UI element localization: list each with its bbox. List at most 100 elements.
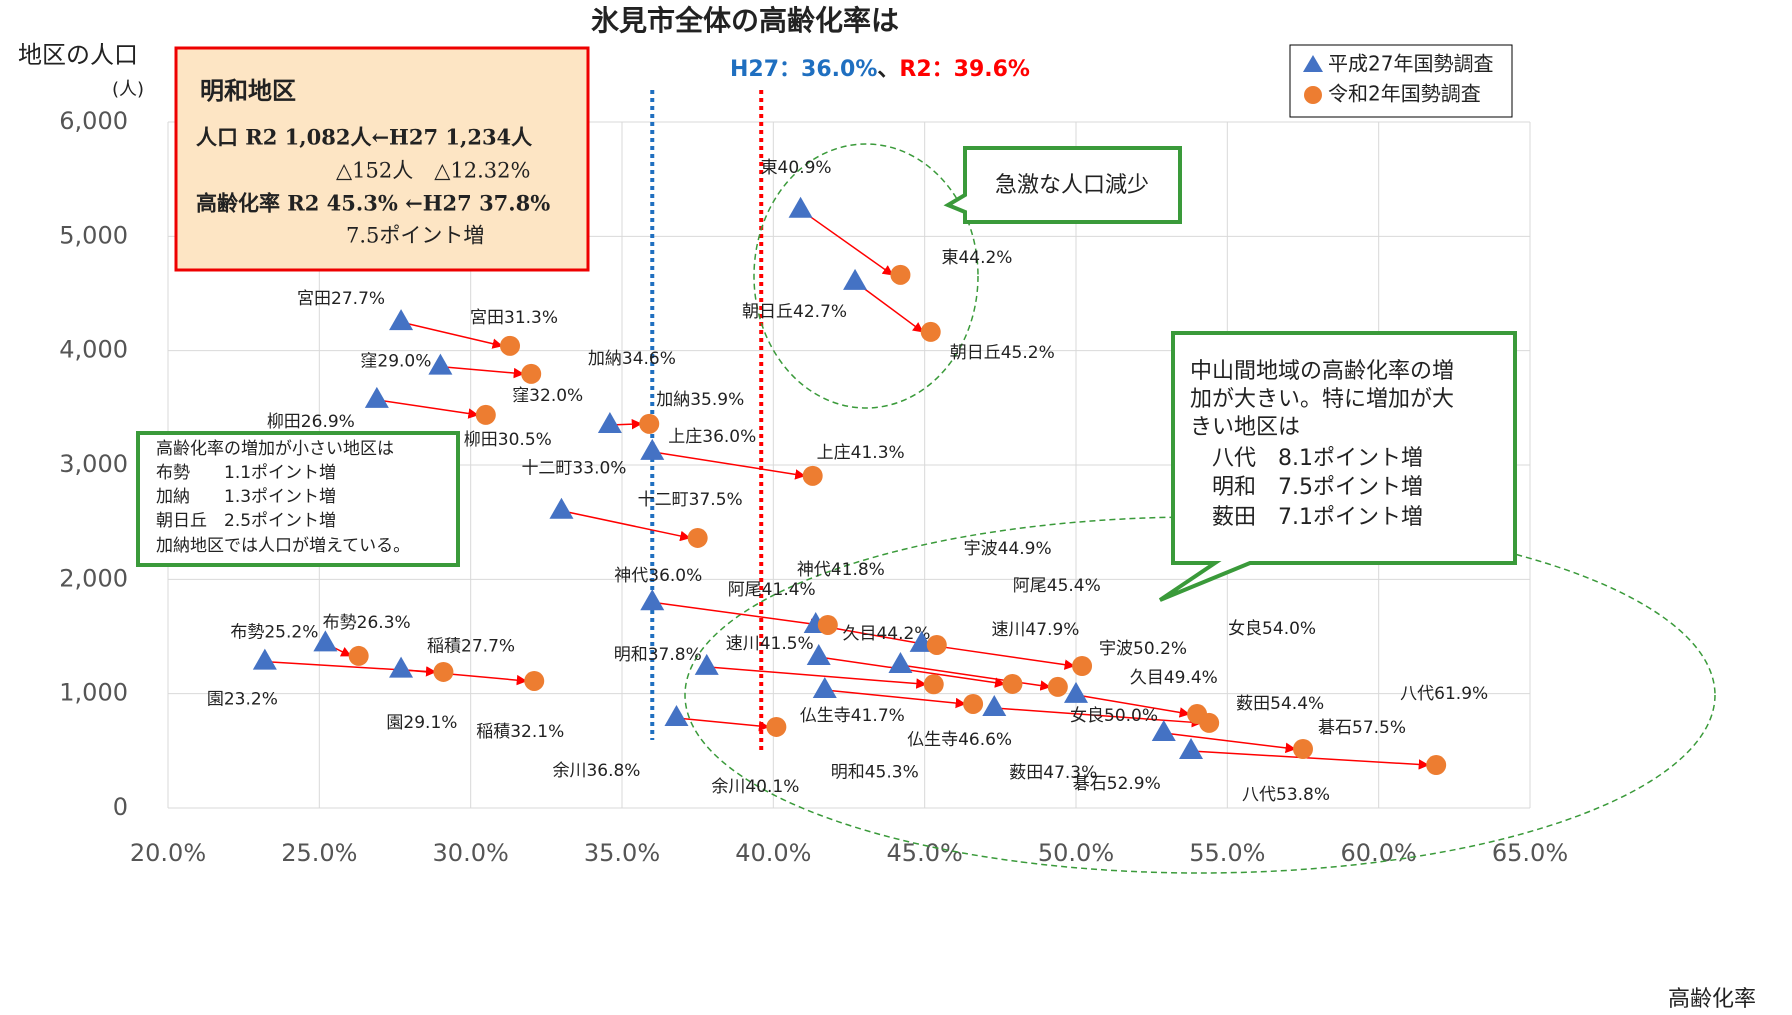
triangle-point: [788, 196, 813, 218]
box-text: きい地区は: [1190, 415, 1300, 440]
triangle-point: [888, 651, 913, 673]
data-label: 久目49.4%: [1130, 668, 1218, 688]
change-arrow: [900, 664, 1051, 691]
box-text: 薮田 7.1ポイント増: [1190, 505, 1423, 530]
change-arrow: [1163, 732, 1297, 754]
box-text: 急激な人口減少: [995, 173, 1149, 198]
data-label: 久目44.2%: [842, 624, 930, 644]
triangle-point: [694, 653, 719, 675]
change-arrow: [652, 451, 806, 480]
legend-box: [1289, 44, 1513, 118]
change-arrow: [921, 643, 1076, 670]
data-label: 八代61.9%: [1400, 684, 1488, 704]
circle-point: [348, 645, 369, 666]
data-label: 稲積27.7%: [427, 637, 515, 657]
y-axis-unit: (人): [112, 79, 144, 100]
change-arrow: [440, 365, 525, 379]
circle-point: [433, 661, 454, 682]
data-label: 速川47.9%: [991, 620, 1079, 640]
x-tick-label: 30.0%: [433, 839, 509, 867]
legend: 平成27年国勢調査 令和2年国勢調査: [1289, 44, 1513, 118]
change-arrow: [376, 399, 479, 419]
data-label: 加納34.6%: [588, 349, 676, 369]
data-label: 神代41.8%: [797, 560, 885, 580]
box-text: 布勢 1.1ポイント増: [156, 463, 336, 483]
data-label: 上庄36.0%: [668, 427, 756, 447]
x-tick-label: 60.0%: [1341, 839, 1417, 867]
ellipse: [753, 143, 979, 409]
change-arrow: [994, 707, 1203, 728]
box-text: 朝日丘 2.5ポイント増: [156, 511, 336, 531]
box-text: 7.5ポイント増: [346, 224, 484, 248]
y-tick-label: 4,000: [59, 336, 128, 364]
circle-point: [923, 674, 944, 695]
triangle-point: [389, 656, 414, 678]
circle-point: [1293, 739, 1313, 760]
x-tick-label: 50.0%: [1038, 839, 1114, 867]
box-text: △152人 △12.32%: [336, 159, 530, 183]
callout: [1158, 331, 1517, 602]
triangle-point: [252, 648, 277, 670]
box-title: 明和地区: [200, 77, 296, 105]
triangle-point: [389, 309, 414, 331]
data-label: 柳田26.9%: [267, 412, 355, 432]
circle-point: [1072, 655, 1093, 676]
triangle-point: [664, 705, 689, 727]
data-label: 宮田27.7%: [297, 289, 385, 309]
data-label: 明和37.8%: [614, 645, 702, 665]
data-label: 神代36.0%: [614, 566, 702, 586]
circle-point: [963, 693, 984, 714]
box-text: 八代 8.1ポイント増: [1190, 446, 1423, 471]
data-label: 東44.2%: [941, 248, 1012, 268]
data-label: 朝日丘45.2%: [950, 343, 1055, 363]
change-arrow: [818, 656, 1006, 688]
circle-point: [802, 465, 823, 486]
y-axis-label: 地区の人口: [18, 41, 138, 69]
y-tick-label: 1,000: [59, 679, 128, 707]
change-arrow: [800, 209, 894, 276]
change-arrow: [854, 281, 924, 333]
large-box: 中山間地域の高齢化率の増 加が大きい。特に増加が大 きい地区は 八代 8.1ポイ…: [1158, 331, 1517, 602]
triangle-point: [1179, 737, 1204, 759]
change-arrow: [400, 668, 528, 686]
triangle-point: [843, 268, 868, 290]
x-tick-label: 40.0%: [735, 839, 811, 867]
legend-marker: [1304, 86, 1322, 104]
legend-marker: [1303, 55, 1323, 72]
data-label: 宇波50.2%: [1099, 639, 1187, 659]
circle-point: [639, 413, 660, 434]
circle-point: [1199, 712, 1220, 733]
y-tick-label: 6,000: [59, 107, 128, 135]
circle-point: [500, 335, 521, 356]
change-arrow: [652, 601, 821, 629]
data-label: 園29.1%: [386, 713, 457, 733]
change-arrow: [706, 666, 927, 689]
data-label: 朝日丘42.7%: [742, 302, 847, 322]
data-label: 布勢25.2%: [230, 622, 318, 642]
meiwa-box: 明和地区 人口 R2 1,082人←H27 1,234人 △152人 △12.3…: [174, 46, 590, 272]
circle-point: [521, 363, 542, 384]
ref-label: R2：39.6%: [899, 57, 1030, 82]
circle-point: [766, 716, 787, 737]
x-tick-label: 25.0%: [281, 839, 357, 867]
data-label: 仏生寺41.7%: [800, 706, 905, 726]
data-label: 女良54.0%: [1228, 619, 1316, 639]
data-label: 余川36.8%: [552, 761, 640, 781]
triangle-point: [428, 353, 453, 375]
box-text: 高齢化率 R2 45.3% ←H27 37.8%: [196, 191, 550, 216]
circle-point: [475, 404, 496, 425]
change-arrow: [1190, 750, 1430, 770]
separator: 、: [877, 57, 899, 82]
x-tick-label: 45.0%: [887, 839, 963, 867]
data-label: 阿尾45.4%: [1013, 576, 1101, 596]
change-arrow: [1075, 694, 1191, 718]
box-text: 加が大きい。特に増加が大: [1190, 387, 1454, 412]
circle-point: [1426, 755, 1447, 776]
triangle-point: [549, 497, 574, 519]
triangle-point: [364, 386, 389, 408]
ref-label: H27：36.0%: [730, 57, 877, 82]
triangle-point: [806, 643, 831, 665]
circle-point: [1002, 673, 1023, 694]
x-tick-label: 35.0%: [584, 839, 660, 867]
